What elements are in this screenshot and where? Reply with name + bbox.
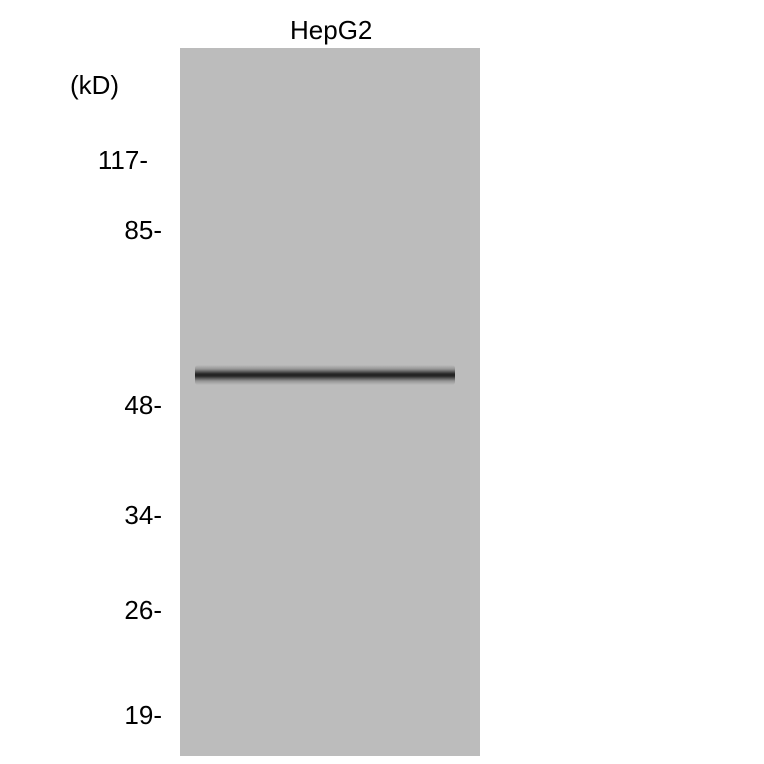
- marker-34: 34-: [82, 500, 162, 531]
- blot-lane: [180, 48, 480, 756]
- marker-117: 117-: [68, 145, 148, 176]
- western-blot-container: HepG2 (kD) 117- 85- 48- 34- 26- 19-: [0, 0, 764, 764]
- marker-19: 19-: [82, 700, 162, 731]
- axis-unit-label: (kD): [70, 70, 119, 101]
- marker-48: 48-: [82, 390, 162, 421]
- marker-85: 85-: [82, 215, 162, 246]
- lane-label-hepg2: HepG2: [290, 15, 372, 46]
- protein-band: [195, 365, 455, 385]
- marker-26: 26-: [82, 595, 162, 626]
